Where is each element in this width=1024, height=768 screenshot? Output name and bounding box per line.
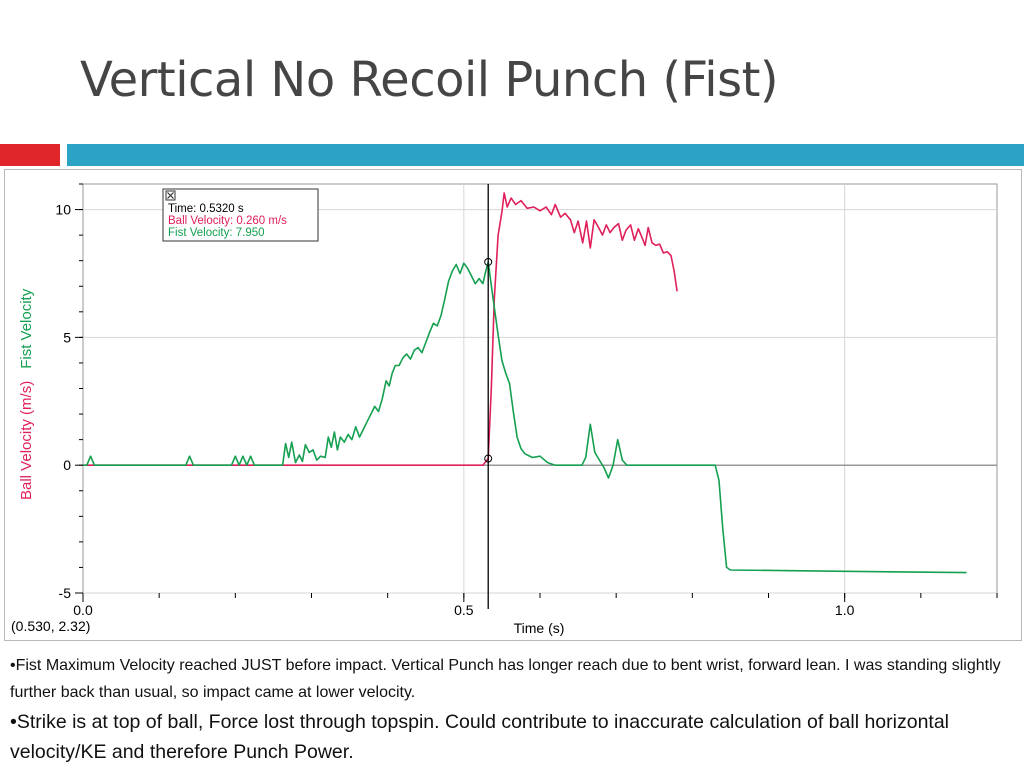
svg-text:Ball Velocity (m/s)Fist Veloci: Ball Velocity (m/s) Fist Velocity xyxy=(18,288,35,500)
y-tick-label: -5 xyxy=(59,585,72,601)
x-tick-label: 0.0 xyxy=(73,602,93,618)
y-axis-label-fist: Fist Velocity xyxy=(18,288,35,369)
x-tick-label: 0.5 xyxy=(454,602,474,618)
cursor-marker-fist-velocity xyxy=(484,257,493,266)
cursor-layer xyxy=(484,184,493,609)
note-topspin: •Strike is at top of ball, Force lost th… xyxy=(10,711,950,763)
cursor-marker-ball-velocity xyxy=(484,454,493,463)
accent-bar-blue xyxy=(67,144,1024,166)
series-line-fist-velocity xyxy=(83,261,967,574)
readout-ball-velocity: Ball Velocity: 0.260 m/s xyxy=(168,215,287,227)
notes: •Fist Maximum Velocity reached JUST befo… xyxy=(10,652,1010,767)
y-tick-label: 0 xyxy=(63,457,71,473)
readout-fist-velocity: Fist Velocity: 7.950 xyxy=(168,227,265,239)
slide-title: Vertical No Recoil Punch (Fist) xyxy=(80,52,779,108)
y-tick-label: 10 xyxy=(55,202,71,218)
axes: 0.0 0.5 1.0 -5 0 5 10 xyxy=(55,183,998,618)
readout-time: Time: 0.5320 s xyxy=(168,203,244,215)
readout-box: Time: 0.5320 s Ball Velocity: 0.260 m/s … xyxy=(162,188,319,242)
y-axis-label-ball: Ball Velocity (m/s) xyxy=(18,381,35,500)
y-tick-label: 5 xyxy=(63,329,71,345)
plot-border xyxy=(82,183,998,594)
note-fist-max: •Fist Maximum Velocity reached JUST befo… xyxy=(10,657,1001,701)
velocity-chart[interactable]: 0.0 0.5 1.0 -5 0 5 10 Ball Velocity (m/s) Fist … xyxy=(5,170,1021,640)
accent-bar-red xyxy=(0,144,60,166)
grid-lines xyxy=(82,183,998,594)
series-lines xyxy=(83,192,967,574)
series-line-ball-velocity xyxy=(83,192,678,466)
y-axis-label: Ball Velocity (m/s) Fist Velocity xyxy=(18,288,35,500)
coordinate-readout: (0.530, 2.32) xyxy=(11,618,90,634)
x-axis-label: Time (s) xyxy=(514,620,565,636)
chart-panel: 0.0 0.5 1.0 -5 0 5 10 Ball Velocity (m/s) Fist … xyxy=(4,169,1022,641)
x-tick-label: 1.0 xyxy=(835,602,855,618)
